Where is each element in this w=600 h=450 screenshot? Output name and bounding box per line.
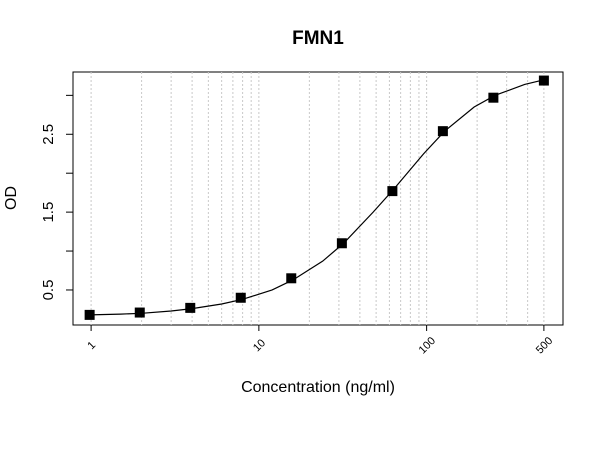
data-point [387, 186, 398, 197]
y-axis-label: OD [3, 186, 20, 210]
x-tick-label: 500 [534, 335, 555, 356]
data-point [437, 126, 448, 137]
x-tick-label: 1 [85, 339, 98, 352]
x-tick-label: 10 [251, 337, 268, 354]
y-tick-label: 2.5 [40, 124, 57, 145]
data-point [286, 273, 297, 284]
data-point [336, 238, 347, 249]
data-point [538, 75, 549, 86]
chart-title: FMN1 [292, 28, 344, 49]
fit-curve [89, 79, 545, 316]
data-point [185, 302, 196, 313]
data-point [488, 92, 499, 103]
y-tick-label: 1.5 [40, 202, 57, 223]
data-point [84, 309, 95, 320]
y-tick-label: 0.5 [40, 280, 57, 301]
x-tick-label: 100 [417, 335, 438, 356]
data-point [235, 292, 246, 303]
x-axis-label: Concentration (ng/ml) [241, 379, 395, 396]
data-point [134, 307, 145, 318]
plot-frame [72, 71, 564, 326]
